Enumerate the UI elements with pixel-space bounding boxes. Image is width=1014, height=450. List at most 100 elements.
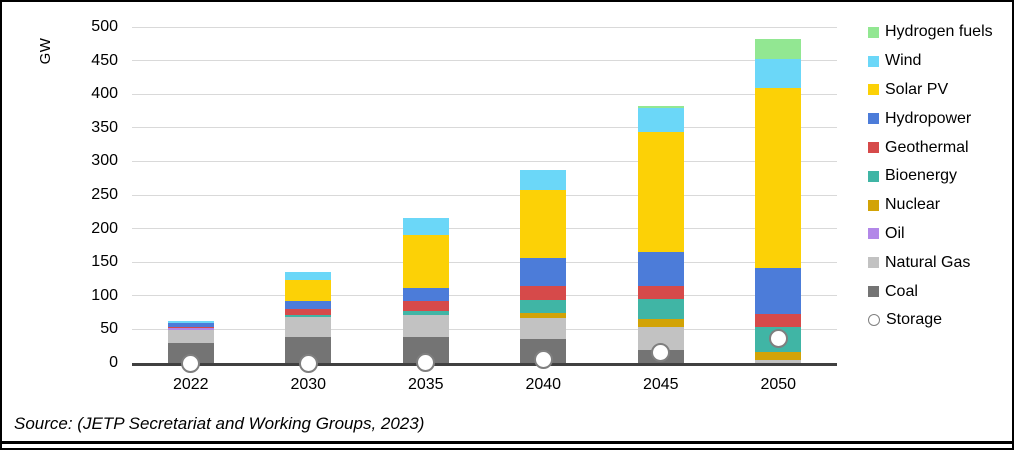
segment-wind-2040 <box>520 169 567 190</box>
legend-item-wind: Wind <box>868 47 993 76</box>
legend-swatch-hydropower <box>868 113 879 125</box>
gridline-350 <box>132 127 837 129</box>
legend-label-nuclear: Nuclear <box>885 196 941 214</box>
segment-wind-2030 <box>285 272 332 281</box>
y-tick-label-150: 150 <box>91 253 118 271</box>
legend-item-solar-pv: Solar PV <box>868 76 993 105</box>
y-tick-label-200: 200 <box>91 219 118 237</box>
legend-swatch-natural-gas <box>868 257 879 269</box>
segment-geothermal-2022 <box>167 326 214 329</box>
bottom-divider <box>2 441 1012 444</box>
bar-2035 <box>402 217 449 363</box>
y-tick-label-500: 500 <box>91 18 118 35</box>
segment-solar-pv-2030 <box>285 280 332 302</box>
segment-bioenergy-2045 <box>637 298 684 319</box>
gridline-200 <box>132 228 837 230</box>
segment-nuclear-2040 <box>520 313 567 318</box>
y-tick-label-450: 450 <box>91 51 118 69</box>
legend-item-bioenergy: Bioenergy <box>868 162 993 191</box>
segment-natural-gas-2035 <box>402 315 449 338</box>
segment-hydropower-2045 <box>637 252 684 287</box>
legend-label-hydropower: Hydropower <box>885 109 972 127</box>
legend-item-geothermal: Geothermal <box>868 133 993 162</box>
x-tick-label-2040: 2040 <box>525 376 562 393</box>
y-axis-unit-label: GW <box>37 37 54 65</box>
legend-swatch-bioenergy <box>868 170 879 182</box>
y-tick-label-400: 400 <box>91 85 118 103</box>
legend-swatch-coal <box>868 286 879 298</box>
y-tick-label-50: 50 <box>100 320 118 338</box>
gridline-150 <box>132 261 837 263</box>
segment-geothermal-2050 <box>755 313 802 328</box>
segment-wind-2045 <box>637 107 684 132</box>
legend-label-bioenergy: Bioenergy <box>885 167 958 185</box>
segment-hydropower-2022 <box>167 322 214 327</box>
segment-bioenergy-2030 <box>285 314 332 318</box>
y-tick-label-0: 0 <box>109 354 118 371</box>
legend-swatch-oil <box>868 228 879 240</box>
segment-coal-2022 <box>167 342 214 363</box>
bar-2030 <box>285 272 332 363</box>
storage-marker-2045 <box>651 343 671 363</box>
legend-label-oil: Oil <box>885 224 905 242</box>
legend-swatch-geothermal <box>868 142 879 154</box>
legend-swatch-nuclear <box>868 199 879 211</box>
plot-area: 0 50 100 150 200 250 300 350 400 450 500 2022 2030 20… <box>91 18 837 393</box>
legend-item-storage: Storage <box>868 306 993 335</box>
segment-solar-pv-2035 <box>402 234 449 288</box>
segment-hydrogen-fuels-2050 <box>755 39 802 60</box>
y-tick-label-350: 350 <box>91 118 118 136</box>
legend-item-nuclear: Nuclear <box>868 191 993 220</box>
segment-bioenergy-2040 <box>520 299 567 314</box>
segment-wind-2022 <box>167 320 214 323</box>
bar-2045 <box>637 106 684 363</box>
gridline-450 <box>132 60 837 62</box>
legend-label-storage: Storage <box>886 311 943 329</box>
x-tick-label-2045: 2045 <box>642 376 679 393</box>
x-tick-label-2050: 2050 <box>760 376 797 393</box>
legend-swatch-hydrogen-fuels <box>868 26 879 38</box>
x-tick-label-2022: 2022 <box>172 376 209 393</box>
segment-geothermal-2030 <box>285 309 332 315</box>
gridline-250 <box>132 194 837 196</box>
legend-label-solar-pv: Solar PV <box>885 80 949 98</box>
storage-marker-2035 <box>416 352 436 372</box>
storage-marker-2022 <box>181 353 201 373</box>
gridline-500 <box>132 26 837 28</box>
segment-solar-pv-2050 <box>755 88 802 269</box>
segment-natural-gas-2045 <box>637 327 684 350</box>
legend-swatch-wind <box>868 55 879 67</box>
segment-hydrogen-fuels-2045 <box>637 106 684 108</box>
y-tick-label-300: 300 <box>91 152 118 170</box>
segment-nuclear-2045 <box>637 318 684 328</box>
segment-nuclear-2050 <box>755 351 802 361</box>
legend-item-coal: Coal <box>868 277 993 306</box>
gridline-300 <box>132 160 837 162</box>
gridline-100 <box>132 295 837 297</box>
storage-marker-2040 <box>533 350 553 370</box>
gridline-50 <box>132 328 837 330</box>
segment-natural-gas-2030 <box>285 317 332 337</box>
segment-hydropower-2035 <box>402 287 449 302</box>
legend-item-oil: Oil <box>868 220 993 249</box>
segment-hydropower-2050 <box>755 268 802 314</box>
legend-label-hydrogen-fuels: Hydrogen fuels <box>885 23 993 41</box>
segment-natural-gas-2040 <box>520 317 567 340</box>
segment-hydropower-2040 <box>520 258 567 286</box>
legend: Hydrogen fuels Wind Solar PV Hydropower Geot… <box>868 18 993 335</box>
legend-item-hydropower: Hydropower <box>868 104 993 133</box>
legend-swatch-storage-circle-icon <box>868 314 880 327</box>
segment-bioenergy-2035 <box>402 311 449 316</box>
bar-2040 <box>520 169 567 363</box>
storage-marker-2050 <box>768 328 788 348</box>
storage-marker-2030 <box>298 353 318 373</box>
legend-item-natural-gas: Natural Gas <box>868 248 993 277</box>
segment-hydropower-2030 <box>285 301 332 310</box>
segment-wind-2050 <box>755 59 802 89</box>
y-tick-label-100: 100 <box>91 286 118 304</box>
gridline-400 <box>132 93 837 95</box>
segment-natural-gas-2050 <box>755 360 802 363</box>
segment-oil-2022 <box>167 328 214 331</box>
segment-natural-gas-2022 <box>167 330 214 343</box>
legend-label-wind: Wind <box>885 52 922 70</box>
